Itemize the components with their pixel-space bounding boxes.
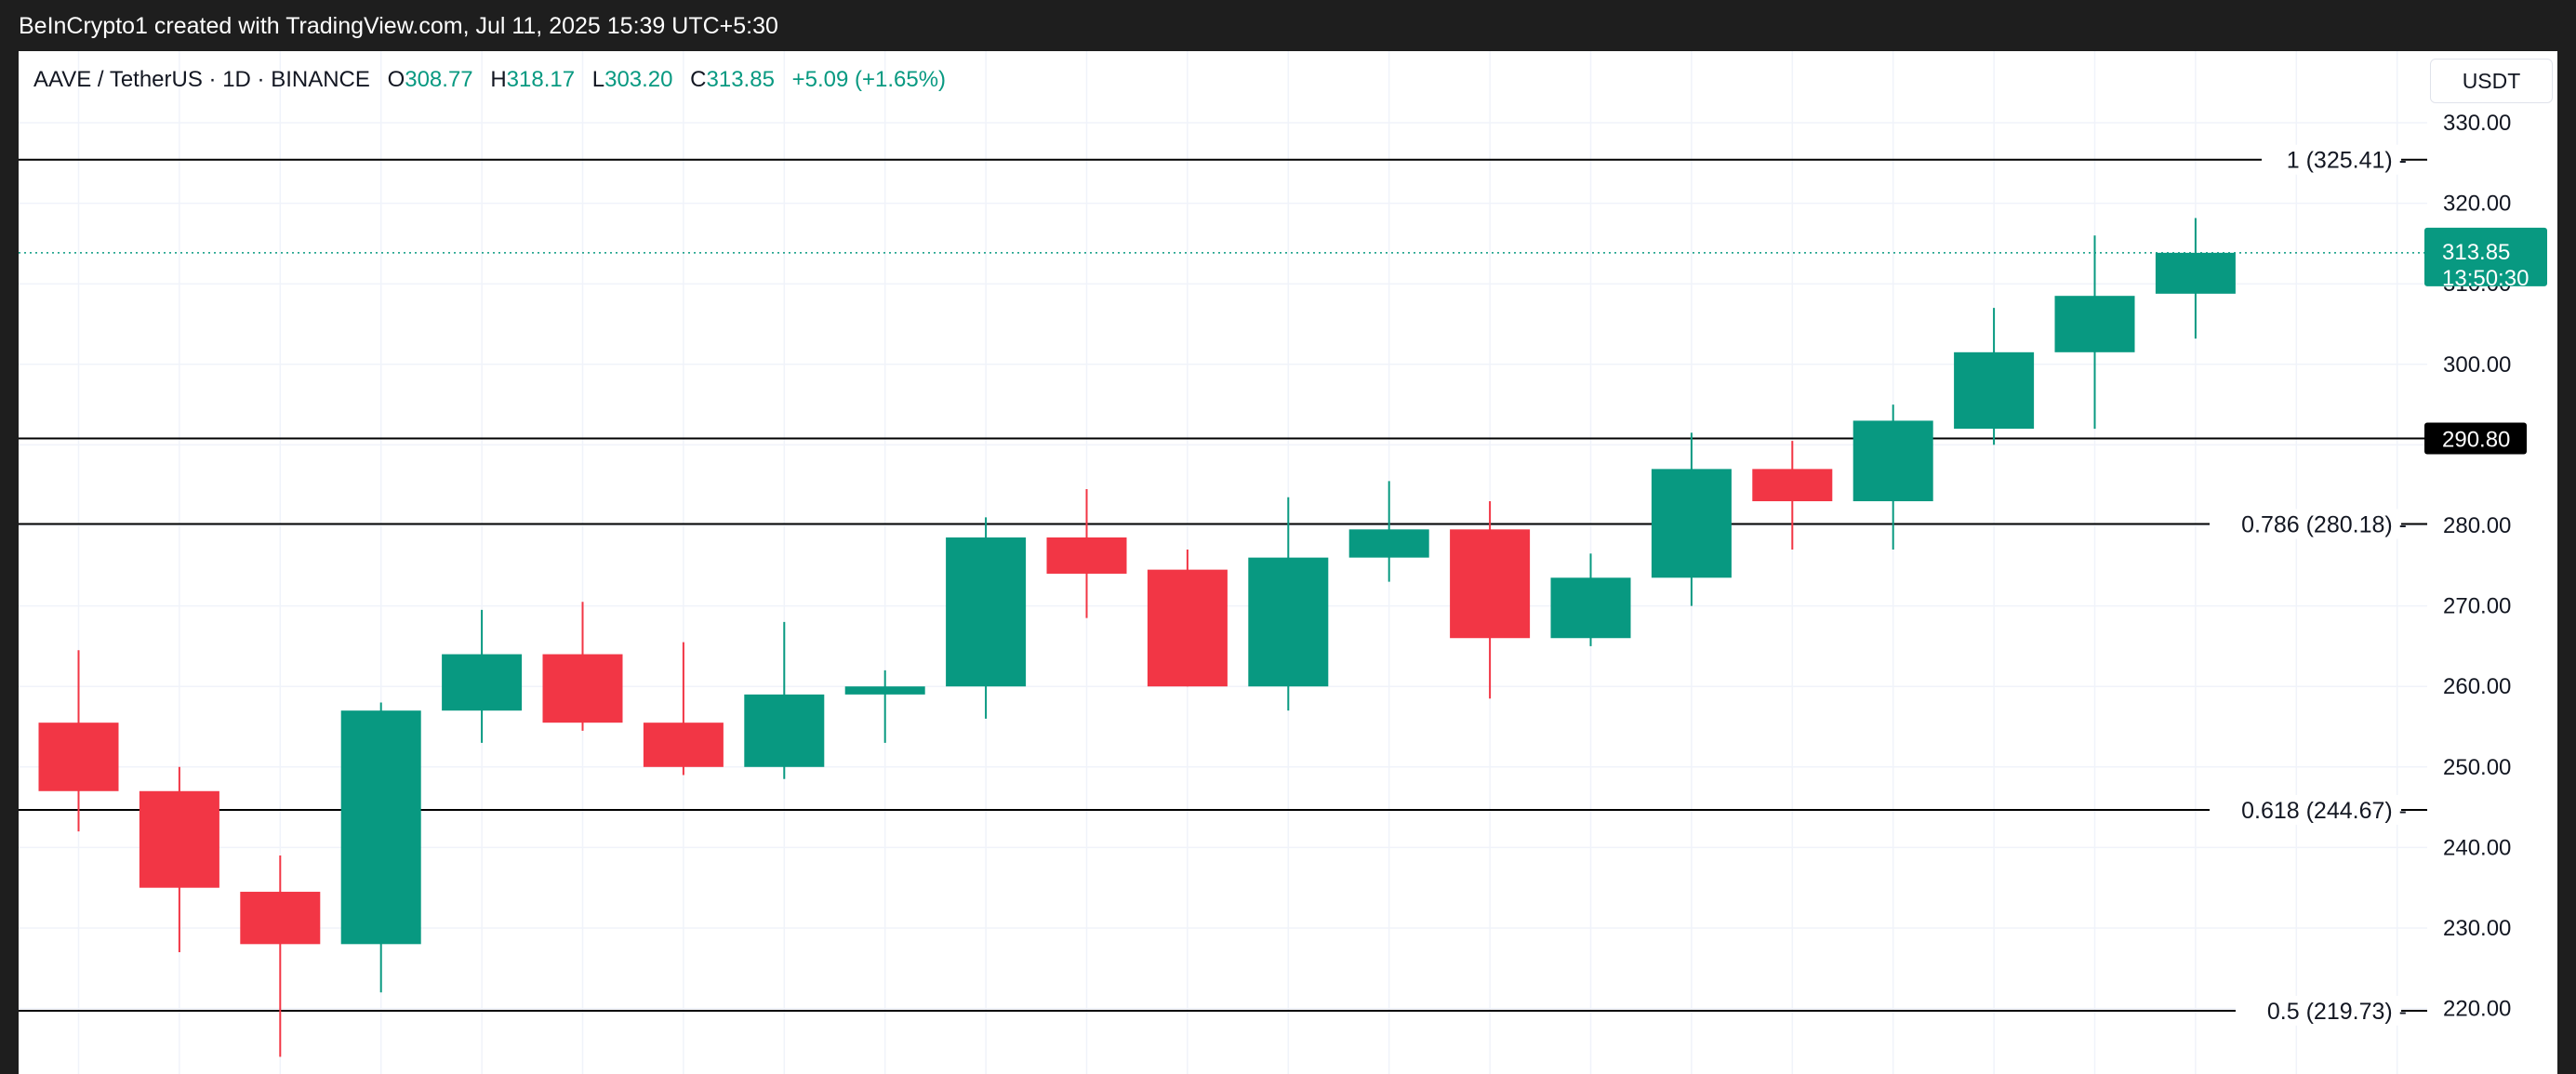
candle-body	[946, 537, 1027, 687]
price-tick-label: 270.00	[2443, 594, 2511, 619]
candle[interactable]	[643, 642, 724, 776]
candle[interactable]	[2155, 218, 2236, 339]
price-tick-label: 250.00	[2443, 755, 2511, 780]
candle-body	[1348, 529, 1429, 558]
marked-level-value: 290.80	[2442, 427, 2510, 452]
price-tick-label: 240.00	[2443, 835, 2511, 860]
candle-body	[1248, 557, 1329, 687]
price-tick-label: 260.00	[2443, 674, 2511, 699]
price-tick-label: 320.00	[2443, 192, 2511, 217]
close-value: 313.85	[706, 67, 775, 92]
candle-body	[1550, 577, 1631, 639]
candle-body	[240, 892, 321, 945]
fib-label-bg	[2262, 144, 2401, 175]
candle[interactable]	[1752, 441, 1833, 550]
candle[interactable]	[1651, 432, 1732, 606]
marked-level-badge[interactable]	[2424, 422, 2527, 455]
candle-body	[2054, 296, 2135, 352]
fib-level-label: 0.5 (219.73) -	[2267, 999, 2407, 1025]
candle-body	[1752, 469, 1833, 502]
candle-body	[1046, 537, 1127, 574]
low-label: L	[591, 67, 605, 92]
candle[interactable]	[744, 621, 825, 779]
candle[interactable]	[240, 855, 321, 1057]
open-value: 308.77	[405, 67, 473, 92]
candle[interactable]	[1550, 553, 1631, 646]
candles	[38, 218, 2236, 1057]
candle-body	[1651, 469, 1732, 578]
candle-body	[643, 723, 724, 767]
price-tick-label: 280.00	[2443, 513, 2511, 538]
candle[interactable]	[1348, 481, 1429, 582]
high-label: H	[490, 67, 507, 92]
attribution-bar: BeInCrypto1 created with TradingView.com…	[0, 0, 2576, 51]
attribution-text: BeInCrypto1 created with TradingView.com…	[19, 13, 778, 39]
candle-body	[1954, 351, 2035, 430]
current-price-value: 313.85	[2442, 240, 2510, 265]
fib-level-label: 1 (325.41) -	[2287, 148, 2407, 174]
price-tick-label: 230.00	[2443, 916, 2511, 941]
currency-unit-button[interactable]: USDT	[2430, 59, 2553, 103]
price-axis: 220.00 230.00 240.00 250.00 260.00 270.00 280.…	[2424, 111, 2547, 1022]
open-label: O	[387, 67, 405, 92]
fib-label-bg	[2210, 509, 2401, 539]
candle[interactable]	[340, 702, 421, 993]
fib-label-bg	[2210, 794, 2401, 825]
candle[interactable]	[1248, 497, 1329, 711]
candle-body	[1147, 569, 1228, 687]
candle[interactable]	[946, 517, 1027, 719]
candle[interactable]	[1147, 549, 1228, 687]
candle[interactable]	[542, 602, 623, 731]
price-tick-label: 300.00	[2443, 352, 2511, 378]
price-tick-label: 330.00	[2443, 111, 2511, 136]
ohlc-legend: AAVE / TetherUS · 1D · BINANCE O308.77 H…	[33, 67, 946, 93]
candle-body	[844, 686, 925, 695]
fib-level-label: 0.786 (280.18) -	[2241, 511, 2407, 537]
close-label: C	[690, 67, 707, 92]
fib-level-label: 0.618 (244.67) -	[2241, 798, 2407, 824]
price-tick-label: 220.00	[2443, 997, 2511, 1022]
current-price-badge[interactable]	[2424, 227, 2547, 286]
candle-countdown: 13:50:30	[2442, 266, 2529, 291]
low-value: 303.20	[604, 67, 673, 92]
candle-body	[340, 710, 421, 945]
candle[interactable]	[1046, 489, 1127, 618]
candle-body	[2155, 252, 2236, 294]
candle-body	[1450, 529, 1531, 639]
candle[interactable]	[139, 766, 219, 952]
candle-body	[139, 790, 219, 888]
candle-body	[542, 654, 623, 723]
candle[interactable]	[844, 670, 925, 743]
level-lines: 1 (325.41) - 0.786 (280.18) - 0.618 (244.6…	[19, 144, 2427, 1026]
candle[interactable]	[1450, 501, 1531, 699]
candle-body	[38, 723, 119, 791]
candle[interactable]	[2054, 235, 2135, 430]
candle[interactable]	[38, 650, 119, 832]
high-value: 318.17	[506, 67, 576, 92]
candle-body	[442, 654, 523, 711]
candle[interactable]	[1954, 308, 2035, 445]
candle[interactable]	[1852, 404, 1933, 550]
symbol-label[interactable]: AAVE / TetherUS · 1D · BINANCE	[33, 67, 370, 92]
change-value: +5.09 (+1.65%)	[791, 67, 947, 92]
candle-body	[744, 694, 825, 767]
candle[interactable]	[442, 609, 523, 743]
candle-body	[1852, 420, 1933, 502]
fib-label-bg	[2236, 995, 2401, 1026]
